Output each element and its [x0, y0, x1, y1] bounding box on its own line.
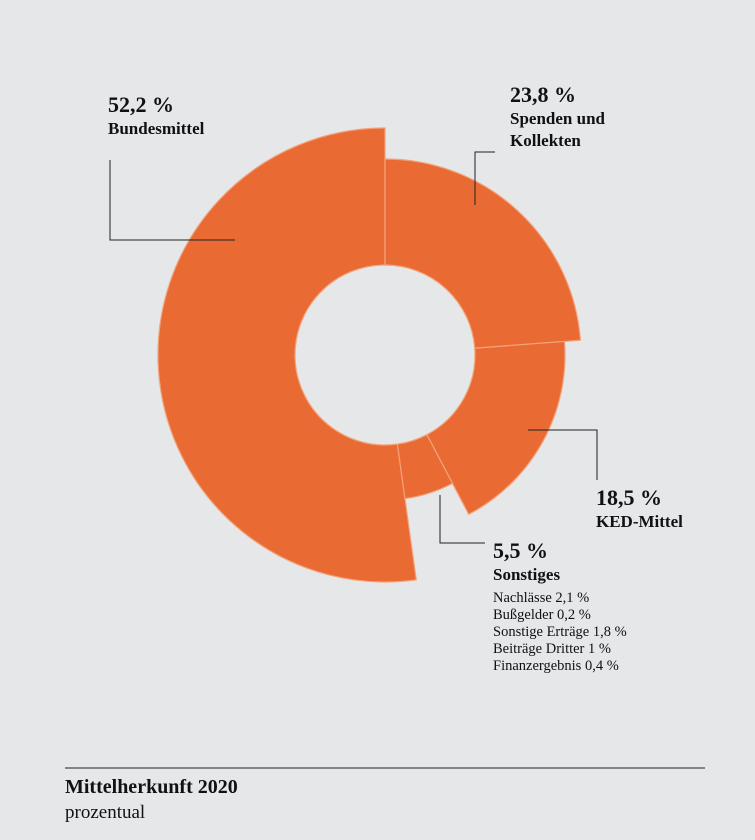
value-label: 52,2 %	[108, 92, 174, 117]
detail-value: 2,1 %	[555, 590, 590, 606]
detail-name: Nachlässe	[493, 590, 552, 606]
detail-value: 0,4 %	[584, 658, 619, 674]
detail-row: Bußgelder 0,2 %	[493, 607, 713, 624]
detail-name: Beiträge Dritter	[493, 641, 585, 657]
donut-segment	[396, 433, 454, 500]
detail-name: Finanzergebnis	[493, 658, 582, 674]
leader-line	[109, 160, 235, 241]
segment-label: 18,5 % KED-Mittel	[596, 485, 746, 533]
donut-segment	[426, 340, 566, 516]
donut-segment	[384, 158, 582, 349]
segment-label: 23,8 % Spenden und Kollekten	[510, 82, 640, 152]
detail-row: Beiträge Dritter 1 %	[493, 641, 713, 658]
donut-segment	[157, 127, 417, 583]
detail-name: Bußgelder	[493, 607, 554, 623]
detail-row: Sonstige Erträge 1,8 %	[493, 624, 713, 641]
chart-subtitle: prozentual	[65, 802, 146, 823]
category-label: Bundesmittel	[108, 119, 205, 138]
leader-line	[528, 429, 598, 480]
detail-name: Sonstige Erträge	[493, 624, 590, 640]
value-label: 23,8 %	[510, 82, 576, 107]
detail-row: Finanzergebnis 0,4 %	[493, 658, 713, 675]
category-label: Spenden und Kollekten	[510, 109, 605, 150]
detail-list: Nachlässe 2,1 % Bußgelder 0,2 % Sonstige E…	[493, 590, 713, 675]
leader-line	[439, 495, 485, 544]
detail-value: 1 %	[588, 641, 611, 657]
detail-value: 1,8 %	[592, 624, 627, 640]
segment-label: 52,2 % Bundesmittel	[108, 92, 308, 140]
leader-line	[474, 151, 495, 205]
value-label: 18,5 %	[596, 485, 662, 510]
segment-label: 5,5 % Sonstiges Nachlässe 2,1 % Bußgelder 0…	[493, 538, 713, 675]
detail-value: 0,2 %	[557, 607, 591, 623]
chart-title: Mittelherkunft 2020	[65, 776, 238, 798]
category-label: Sonstiges	[493, 565, 561, 584]
category-label: KED-Mittel	[596, 512, 683, 531]
detail-row: Nachlässe 2,1 %	[493, 590, 713, 607]
value-label: 5,5 %	[493, 538, 548, 563]
